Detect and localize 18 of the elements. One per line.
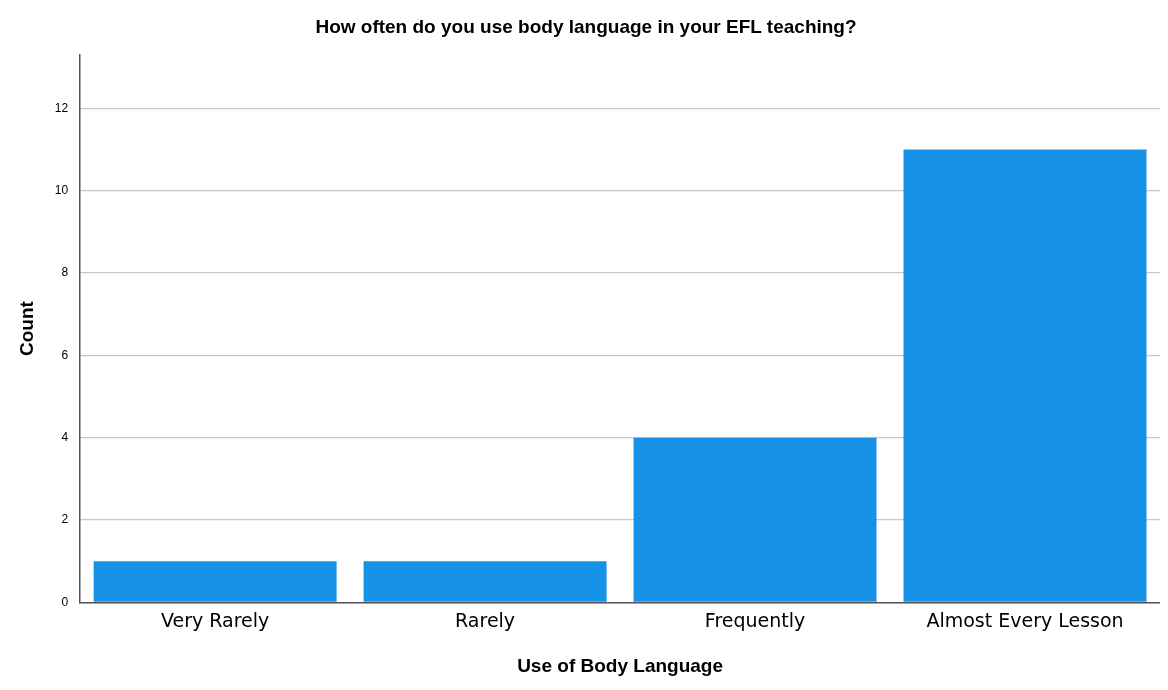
y-tick-label: 10: [54, 182, 69, 197]
bar: [93, 561, 337, 602]
chart-title: How often do you use body language in your EFL teaching?: [315, 15, 857, 37]
y-tick-label: 6: [61, 347, 69, 362]
x-tick-label: Almost Every Lesson: [926, 608, 1124, 631]
x-tick-label: Very Rarely: [160, 608, 270, 631]
y-tick-label: 4: [61, 430, 69, 445]
y-tick-label: 0: [61, 594, 69, 609]
x-tick-label: Rarely: [455, 608, 516, 631]
y-tick-label: 12: [54, 100, 69, 115]
y-tick-label: 2: [61, 512, 69, 527]
bar: [363, 561, 607, 602]
bar: [903, 149, 1147, 602]
x-axis-title: Use of Body Language: [517, 654, 723, 676]
y-tick-label: 8: [61, 265, 69, 280]
x-tick-label: Frequently: [704, 608, 806, 631]
y-axis-title: Count: [15, 300, 37, 357]
bar: [633, 437, 877, 602]
